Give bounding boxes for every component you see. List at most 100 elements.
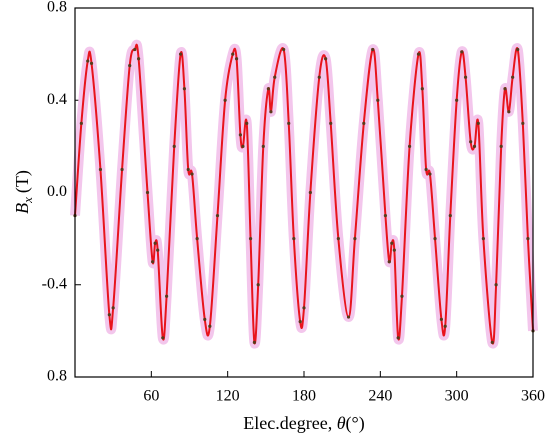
marker <box>416 52 421 56</box>
marker <box>400 294 404 298</box>
y-tick-label: -0.4 <box>42 275 67 292</box>
marker <box>298 320 302 324</box>
marker <box>203 317 207 321</box>
marker <box>287 121 291 125</box>
y-axis-label: Bx (T) <box>12 170 35 214</box>
marker <box>407 144 412 148</box>
marker <box>511 75 515 79</box>
marker <box>292 237 296 241</box>
marker <box>353 237 357 241</box>
y-label-unit: (T) <box>12 170 33 193</box>
marker <box>428 172 432 176</box>
marker <box>526 237 530 241</box>
marker <box>234 57 239 61</box>
marker <box>245 121 249 125</box>
marker <box>362 121 366 125</box>
marker <box>151 260 155 264</box>
marker <box>137 57 141 61</box>
marker <box>469 140 473 144</box>
marker <box>463 75 468 79</box>
marker <box>424 167 428 172</box>
marker <box>443 324 447 328</box>
x-label-symbol: θ <box>337 413 346 433</box>
marker <box>186 167 190 172</box>
x-tick-label: 180 <box>292 388 316 405</box>
marker <box>165 294 169 298</box>
marker <box>460 50 464 54</box>
marker <box>182 87 187 91</box>
y-tick-label: 0.4 <box>47 91 67 108</box>
marker <box>448 213 452 218</box>
marker <box>499 144 503 148</box>
y-label-subscript: x <box>20 197 35 204</box>
marker <box>490 340 494 345</box>
marker <box>248 237 253 241</box>
x-tick-label: 60 <box>143 388 159 405</box>
marker <box>261 144 265 148</box>
marker <box>507 110 511 114</box>
marker <box>133 47 137 52</box>
marker <box>178 52 183 56</box>
marker <box>145 190 150 195</box>
marker <box>324 57 328 61</box>
y-tick-label: 0.8 <box>47 368 67 385</box>
marker <box>256 283 260 287</box>
y-label-symbol: B <box>12 203 32 214</box>
marker <box>153 241 157 245</box>
marker <box>494 283 498 287</box>
plot-frame <box>74 7 534 378</box>
marker <box>433 237 437 241</box>
marker <box>420 87 424 91</box>
marker <box>120 167 124 172</box>
marker <box>376 98 380 102</box>
marker <box>208 324 212 328</box>
marker <box>302 306 306 310</box>
marker <box>252 340 256 345</box>
marker <box>266 87 270 91</box>
marker <box>107 313 111 317</box>
marker <box>215 213 220 218</box>
marker <box>89 61 94 65</box>
marker <box>439 317 443 321</box>
marker <box>387 260 391 264</box>
x-tick-label: 300 <box>445 388 469 405</box>
marker <box>336 237 340 241</box>
x-label-text: Elec.degree, <box>243 413 336 433</box>
marker <box>273 75 277 79</box>
y-tick-label: 0.8 <box>47 0 67 16</box>
marker <box>156 248 160 252</box>
marker <box>238 133 242 137</box>
marker <box>223 98 227 102</box>
marker <box>481 237 485 241</box>
marker <box>241 144 245 148</box>
marker <box>329 121 333 125</box>
y-tick-label: 0.0 <box>47 183 67 200</box>
marker <box>111 306 115 310</box>
marker <box>269 110 273 114</box>
marker <box>79 121 83 125</box>
marker <box>521 121 525 125</box>
marker <box>317 75 321 79</box>
marker <box>231 52 235 56</box>
marker <box>98 167 103 172</box>
marker <box>383 213 388 218</box>
x-tick-label: 240 <box>368 388 392 405</box>
marker <box>472 144 477 148</box>
marker <box>476 121 480 125</box>
marker <box>195 237 199 241</box>
x-axis-label: Elec.degree, θ(°) <box>243 413 364 434</box>
x-tick-label: 360 <box>521 388 545 405</box>
marker <box>86 59 90 63</box>
marker <box>308 190 312 195</box>
marker <box>172 144 176 148</box>
marker <box>190 172 194 176</box>
marker <box>128 64 132 68</box>
marker <box>396 336 400 340</box>
marker <box>282 47 286 52</box>
x-tick-label: 120 <box>216 388 240 405</box>
marker <box>516 47 520 52</box>
marker <box>392 248 396 252</box>
marker <box>455 98 459 102</box>
marker <box>371 47 375 52</box>
